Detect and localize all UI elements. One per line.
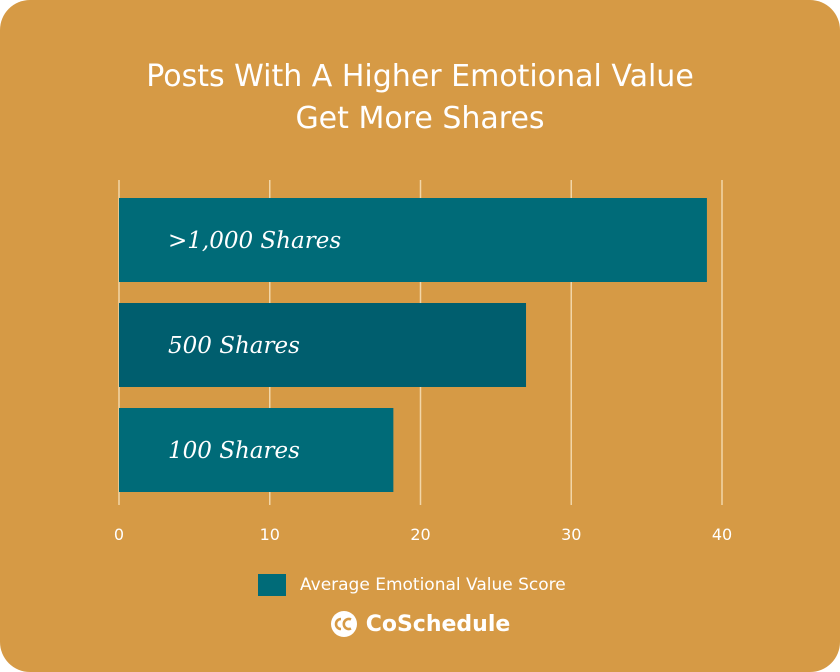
bar-label-2: 100 Shares bbox=[168, 438, 300, 464]
x-tick-label-2: 20 bbox=[410, 525, 430, 544]
brand: CoSchedule bbox=[0, 610, 840, 638]
chart-title-line-1: Posts With A Higher Emotional Value bbox=[146, 59, 694, 94]
chart-title-line-2: Get More Shares bbox=[295, 101, 545, 136]
x-tick-label-3: 30 bbox=[561, 525, 581, 544]
brand-name: CoSchedule bbox=[365, 611, 511, 637]
coschedule-logo-icon bbox=[330, 611, 357, 637]
chart-title: Posts With A Higher Emotional Value Get … bbox=[0, 56, 840, 140]
bar-0 bbox=[119, 198, 707, 282]
legend-swatch bbox=[258, 574, 286, 596]
x-tick-label-0: 0 bbox=[114, 525, 124, 544]
legend: Average Emotional Value Score bbox=[258, 572, 566, 598]
x-tick-label-4: 40 bbox=[712, 525, 732, 544]
bar-2 bbox=[119, 408, 394, 492]
bar-1 bbox=[119, 303, 527, 387]
bar-label-1: 500 Shares bbox=[168, 333, 300, 359]
legend-label: Average Emotional Value Score bbox=[300, 575, 566, 595]
x-tick-label-1: 10 bbox=[260, 525, 280, 544]
bar-label-0: >1,000 Shares bbox=[168, 228, 341, 254]
